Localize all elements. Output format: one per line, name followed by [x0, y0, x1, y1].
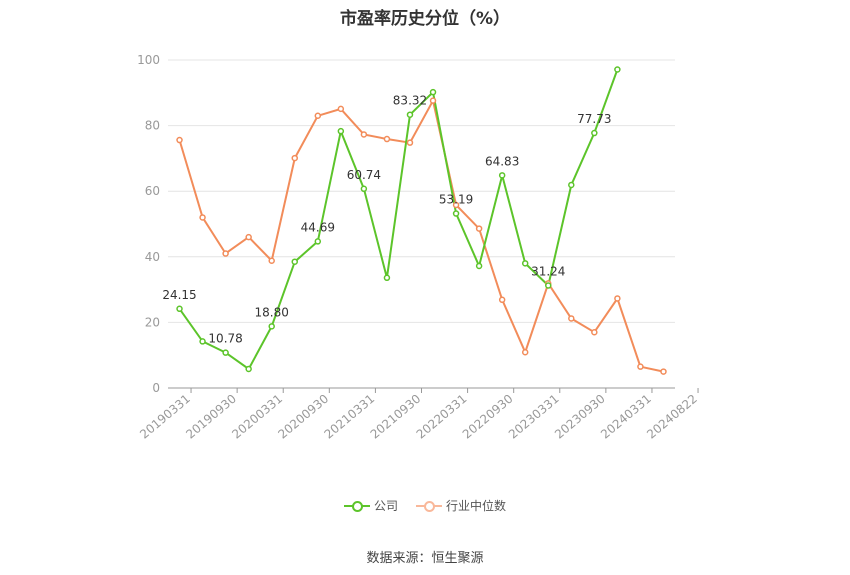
data-point [268, 257, 275, 264]
data-point [360, 131, 368, 138]
x-tick-label: 20200331 [229, 392, 285, 442]
data-point [291, 154, 298, 162]
data-label: 53.19 [439, 193, 473, 207]
y-tick-label: 40 [145, 250, 160, 264]
data-point [360, 185, 368, 193]
data-point [452, 210, 460, 217]
x-tick-label: 20190930 [183, 392, 239, 442]
data-point [521, 260, 529, 267]
data-point [498, 296, 506, 304]
grid-lines [168, 59, 675, 323]
y-tick-labels: 0 20 40 60 80 100 [137, 53, 160, 395]
data-point [591, 129, 598, 137]
data-point [383, 274, 391, 282]
data-point [591, 328, 598, 336]
series-line-industry [178, 97, 664, 373]
data-point [199, 338, 206, 345]
x-axis: 2019033120190930202003312020093020210331… [137, 387, 700, 442]
data-labels: 24.15 10.78 18.80 44.69 60.74 83.32 53.19 64.83… [162, 94, 611, 346]
data-point [222, 250, 229, 257]
series-lines [178, 69, 664, 373]
data-label: 10.78 [208, 332, 242, 346]
x-tick-label: 20220930 [460, 392, 516, 442]
data-label: 44.69 [301, 220, 335, 234]
x-tick-label: 20220331 [414, 392, 470, 442]
x-tick-label: 20210930 [368, 392, 424, 442]
y-tick-label: 0 [152, 381, 160, 395]
data-point [660, 368, 667, 375]
y-tick-label: 20 [145, 315, 160, 329]
data-point [406, 139, 414, 146]
x-tick-label: 20240331 [598, 392, 654, 442]
data-point [568, 181, 575, 189]
data-point [245, 233, 252, 241]
data-label: 77.73 [577, 112, 611, 126]
data-point [245, 365, 252, 373]
data-point [475, 262, 483, 270]
data-point [268, 323, 275, 330]
data-label: 83.32 [393, 94, 427, 108]
y-tick-label: 80 [145, 119, 160, 133]
legend: 公司 行业中位数 [0, 497, 850, 514]
data-point [521, 348, 529, 356]
data-point [314, 112, 322, 120]
data-point [637, 363, 644, 370]
data-point [429, 97, 437, 104]
data-point [337, 127, 345, 135]
legend-label-industry: 行业中位数 [446, 499, 507, 513]
legend-swatch-company [343, 499, 370, 513]
data-point [222, 349, 229, 356]
data-point [176, 136, 183, 144]
data-label: 24.15 [162, 288, 196, 302]
series-points [176, 66, 667, 375]
legend-item-company[interactable]: 公司 [343, 497, 398, 514]
data-point [545, 282, 552, 289]
data-source: 数据来源：恒生聚源 [366, 551, 484, 566]
x-tick-label: 20230930 [552, 392, 608, 442]
series-line-company [178, 69, 619, 371]
data-point [406, 111, 414, 118]
data-point [176, 305, 183, 313]
data-point [498, 172, 506, 179]
data-point [429, 88, 437, 96]
data-label: 64.83 [485, 154, 519, 168]
data-label: 60.74 [347, 168, 381, 182]
x-tick-label: 20200930 [275, 392, 331, 442]
data-point [291, 258, 298, 265]
x-tick-label: 20210331 [322, 392, 378, 442]
x-tick-label: 20190331 [137, 392, 193, 442]
data-point [614, 295, 621, 302]
data-point [475, 225, 483, 232]
chart-title: 市盈率历史分位（%） [339, 9, 511, 29]
data-point [199, 214, 206, 221]
data-label: 18.80 [255, 305, 289, 319]
data-point [337, 105, 345, 113]
y-tick-label: 100 [137, 53, 160, 67]
legend-swatch-industry [416, 499, 442, 513]
legend-label-company: 公司 [373, 499, 398, 513]
data-point [383, 135, 391, 143]
data-point [568, 315, 575, 322]
x-tick-label: 20230331 [506, 392, 562, 442]
y-tick-label: 60 [145, 184, 160, 198]
data-point [452, 201, 460, 209]
data-point [314, 238, 322, 245]
x-tick-label: 20240822 [644, 392, 700, 442]
legend-item-industry[interactable]: 行业中位数 [416, 497, 506, 514]
data-point [614, 66, 621, 73]
data-label: 31.24 [531, 265, 565, 279]
